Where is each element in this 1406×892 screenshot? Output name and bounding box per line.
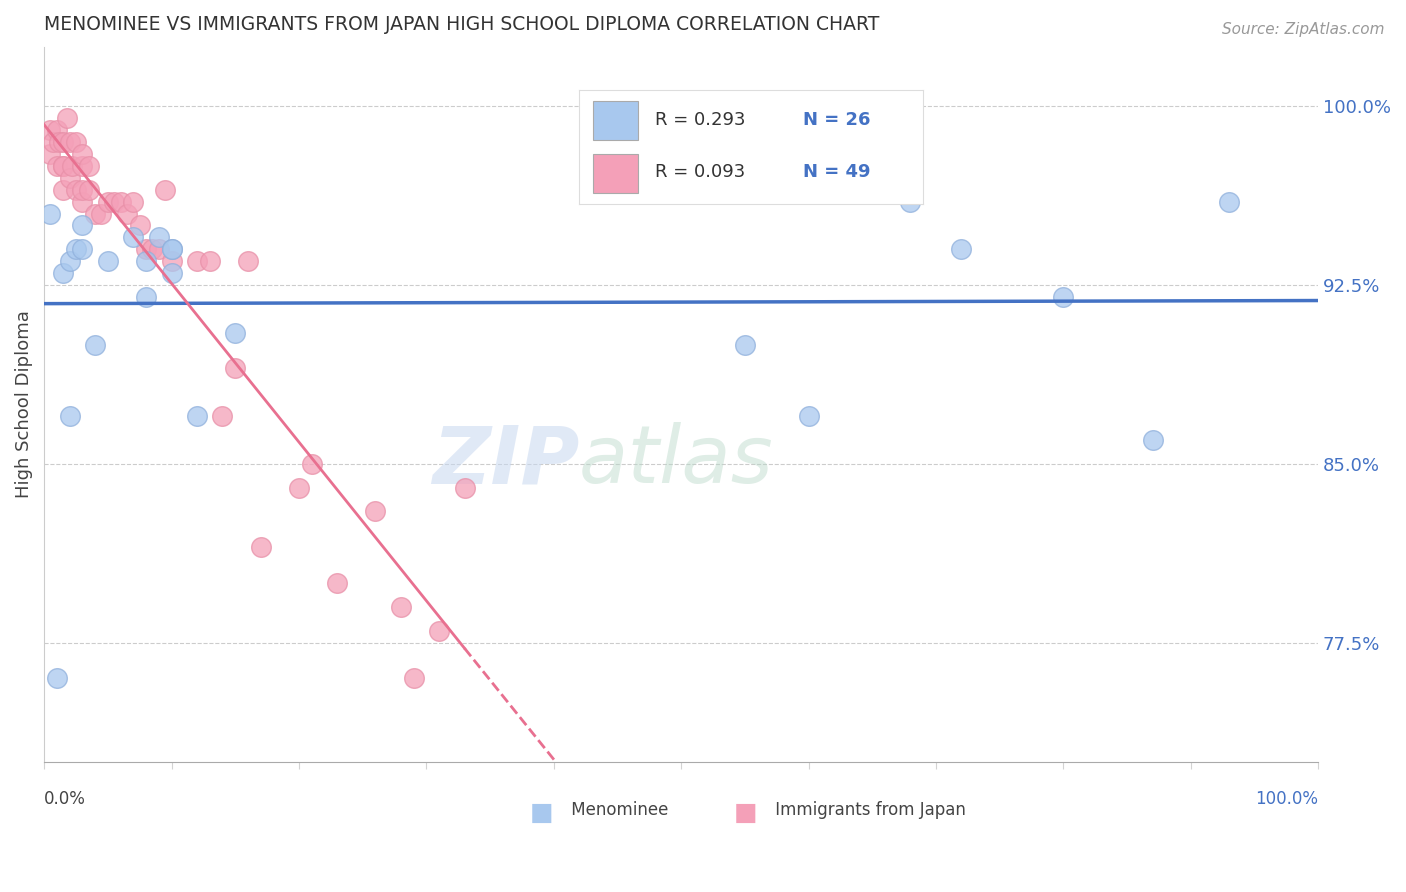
Point: [45, 671, 67, 685]
Text: 100.0%: 100.0%: [1256, 790, 1319, 808]
Point: [58, 254, 80, 268]
Point: [72, 183, 94, 197]
Point: [77, 183, 100, 197]
Point: [56, 111, 79, 125]
Point: [186, 409, 208, 423]
Point: [60, 159, 83, 173]
Point: [39, 206, 62, 220]
Point: [288, 481, 311, 495]
Point: [453, 481, 475, 495]
Point: [224, 361, 246, 376]
Point: [52, 135, 75, 149]
Point: [52, 183, 75, 197]
Point: [135, 290, 157, 304]
Text: MENOMINEE VS IMMIGRANTS FROM JAPAN HIGH SCHOOL DIPLOMA CORRELATION CHART: MENOMINEE VS IMMIGRANTS FROM JAPAN HIGH …: [44, 15, 880, 34]
Point: [65, 183, 87, 197]
Point: [734, 337, 756, 351]
Point: [90, 206, 112, 220]
Point: [77, 159, 100, 173]
Point: [48, 135, 70, 149]
Point: [58, 409, 80, 423]
Point: [42, 135, 65, 149]
Point: [153, 183, 176, 197]
Text: ■: ■: [734, 801, 758, 825]
Point: [52, 159, 75, 173]
Text: Immigrants from Japan: Immigrants from Japan: [770, 801, 966, 819]
Point: [52, 266, 75, 280]
Text: Menominee: Menominee: [567, 801, 669, 819]
Text: ■: ■: [530, 801, 554, 825]
Point: [427, 624, 450, 638]
Point: [364, 504, 387, 518]
Point: [72, 194, 94, 209]
Point: [1142, 433, 1164, 447]
Point: [110, 194, 132, 209]
Point: [160, 242, 183, 256]
Point: [45, 123, 67, 137]
Point: [389, 599, 412, 614]
Point: [58, 135, 80, 149]
Text: Source: ZipAtlas.com: Source: ZipAtlas.com: [1222, 22, 1385, 37]
Point: [58, 170, 80, 185]
Point: [135, 254, 157, 268]
Point: [103, 194, 125, 209]
Point: [160, 254, 183, 268]
Point: [122, 194, 145, 209]
Point: [72, 147, 94, 161]
Point: [84, 337, 107, 351]
Point: [128, 219, 150, 233]
Point: [39, 147, 62, 161]
Point: [65, 242, 87, 256]
Text: atlas: atlas: [579, 423, 773, 500]
Point: [186, 254, 208, 268]
Point: [72, 219, 94, 233]
Point: [52, 159, 75, 173]
Point: [39, 123, 62, 137]
Point: [1218, 194, 1240, 209]
Point: [148, 242, 170, 256]
Text: ZIP: ZIP: [432, 423, 579, 500]
Point: [115, 206, 138, 220]
Text: 0.0%: 0.0%: [44, 790, 86, 808]
Point: [198, 254, 221, 268]
Point: [797, 409, 820, 423]
Point: [950, 242, 973, 256]
Point: [135, 242, 157, 256]
Point: [402, 671, 425, 685]
Point: [160, 266, 183, 280]
Point: [97, 254, 120, 268]
Point: [1052, 290, 1074, 304]
Point: [72, 242, 94, 256]
Point: [45, 159, 67, 173]
Point: [97, 194, 120, 209]
Point: [160, 242, 183, 256]
Point: [122, 230, 145, 244]
Point: [211, 409, 233, 423]
Point: [141, 242, 163, 256]
Point: [900, 194, 922, 209]
Y-axis label: High School Diploma: High School Diploma: [15, 310, 32, 498]
Point: [65, 135, 87, 149]
Point: [249, 540, 271, 554]
Point: [148, 230, 170, 244]
Point: [301, 457, 323, 471]
Point: [236, 254, 259, 268]
Point: [84, 206, 107, 220]
Point: [224, 326, 246, 340]
Point: [326, 576, 349, 591]
Point: [72, 159, 94, 173]
